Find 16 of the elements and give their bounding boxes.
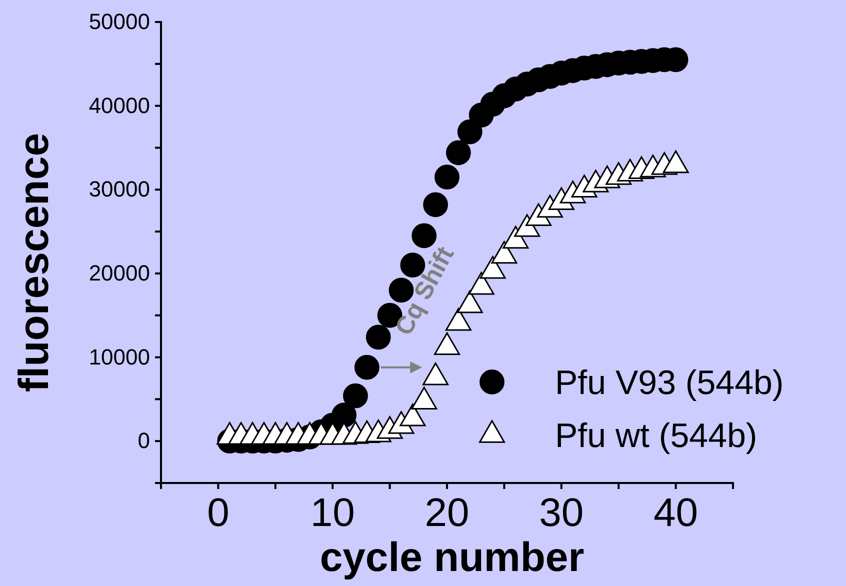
legend-label: Pfu V93 (544b) <box>555 364 784 402</box>
annotation: Cq Shift <box>390 242 460 340</box>
y-tick-label: 20000 <box>88 260 150 286</box>
x-tick-label: 30 <box>539 491 584 535</box>
y-tick-label: 50000 <box>88 9 150 34</box>
x-tick-label: 20 <box>424 491 470 535</box>
x-tick-label: 10 <box>310 491 355 535</box>
x-tick-label: 40 <box>654 491 698 535</box>
y-axis-title: fluorescence <box>10 132 57 392</box>
y-tick-label: 30000 <box>88 176 150 202</box>
y-tick-label: 10000 <box>88 344 150 370</box>
x-tick-label: 0 <box>207 491 230 535</box>
x-axis-title: cycle number <box>320 534 584 580</box>
legend-label: Pfu wt (544b) <box>555 417 758 455</box>
y-tick-label: 0 <box>138 428 150 454</box>
y-tick-label: 40000 <box>88 92 150 118</box>
